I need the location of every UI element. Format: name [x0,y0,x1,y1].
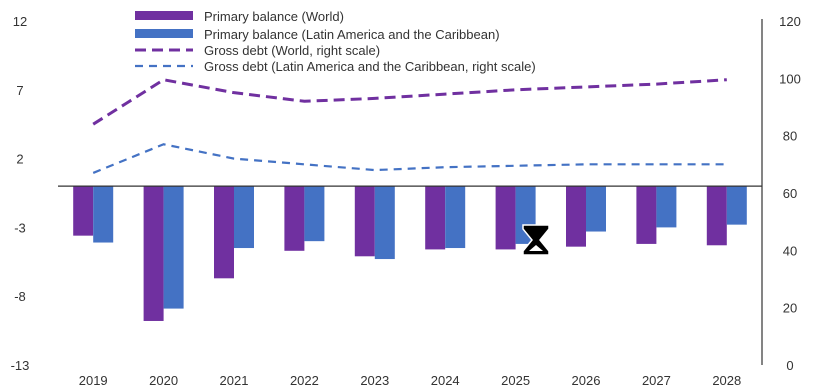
x-tick-label: 2027 [642,373,671,387]
bar-latam [374,186,395,260]
bar-world [354,186,375,257]
right-tick-label: 120 [779,14,801,29]
left-tick-label: 7 [16,83,23,98]
legend-label: Gross debt (Latin America and the Caribb… [204,59,536,74]
left-tick-label: 2 [16,152,23,167]
bar-world [495,186,516,250]
x-tick-label: 2019 [79,373,108,387]
legend-label: Gross debt (World, right scale) [204,43,380,58]
legend-label: Primary balance (Latin America and the C… [204,27,500,42]
bar-world [143,186,164,321]
bar-latam [163,186,184,309]
line-world-debt [92,78,727,126]
right-tick-label: 40 [783,243,797,258]
x-tick-label: 2026 [572,373,601,387]
right-tick-label: 60 [783,186,797,201]
bar-world [425,186,446,250]
hourglass-sand [529,245,543,251]
bar-world [73,186,94,236]
bar-latam [586,186,606,232]
bar-world [214,186,234,279]
x-tick-label: 2028 [712,373,741,387]
x-tick-label: 2023 [360,373,389,387]
hourglass-icon [522,224,550,256]
bar-latam [234,186,254,249]
right-tick-label: 80 [783,129,797,144]
x-tick-label: 2024 [431,373,460,387]
x-tick-label: 2021 [220,373,249,387]
bar-world [706,186,727,246]
right-tick-label: 20 [783,301,797,316]
bar-latam [304,186,325,242]
hourglass-shape [522,224,550,256]
legend-swatch [135,29,193,38]
left-tick-label: -3 [14,220,26,235]
right-tick-label: 0 [786,358,793,373]
bar-world [566,186,586,247]
bar-world [284,186,305,251]
right-tick-label: 100 [779,71,801,86]
x-tick-label: 2020 [149,373,178,387]
left-tick-label: 12 [13,14,27,29]
bar-latam [656,186,677,228]
bar-world [636,186,657,244]
left-tick-label: -8 [14,289,26,304]
legend-swatch [135,11,193,20]
x-tick-label: 2025 [501,373,530,387]
bar-latam [726,186,747,225]
left-tick-label: -13 [11,358,30,373]
x-tick-label: 2022 [290,373,319,387]
line-latam-debt [92,143,727,174]
bar-latam [445,186,466,249]
legend-label: Primary balance (World) [204,9,344,24]
bar-latam [93,186,114,243]
